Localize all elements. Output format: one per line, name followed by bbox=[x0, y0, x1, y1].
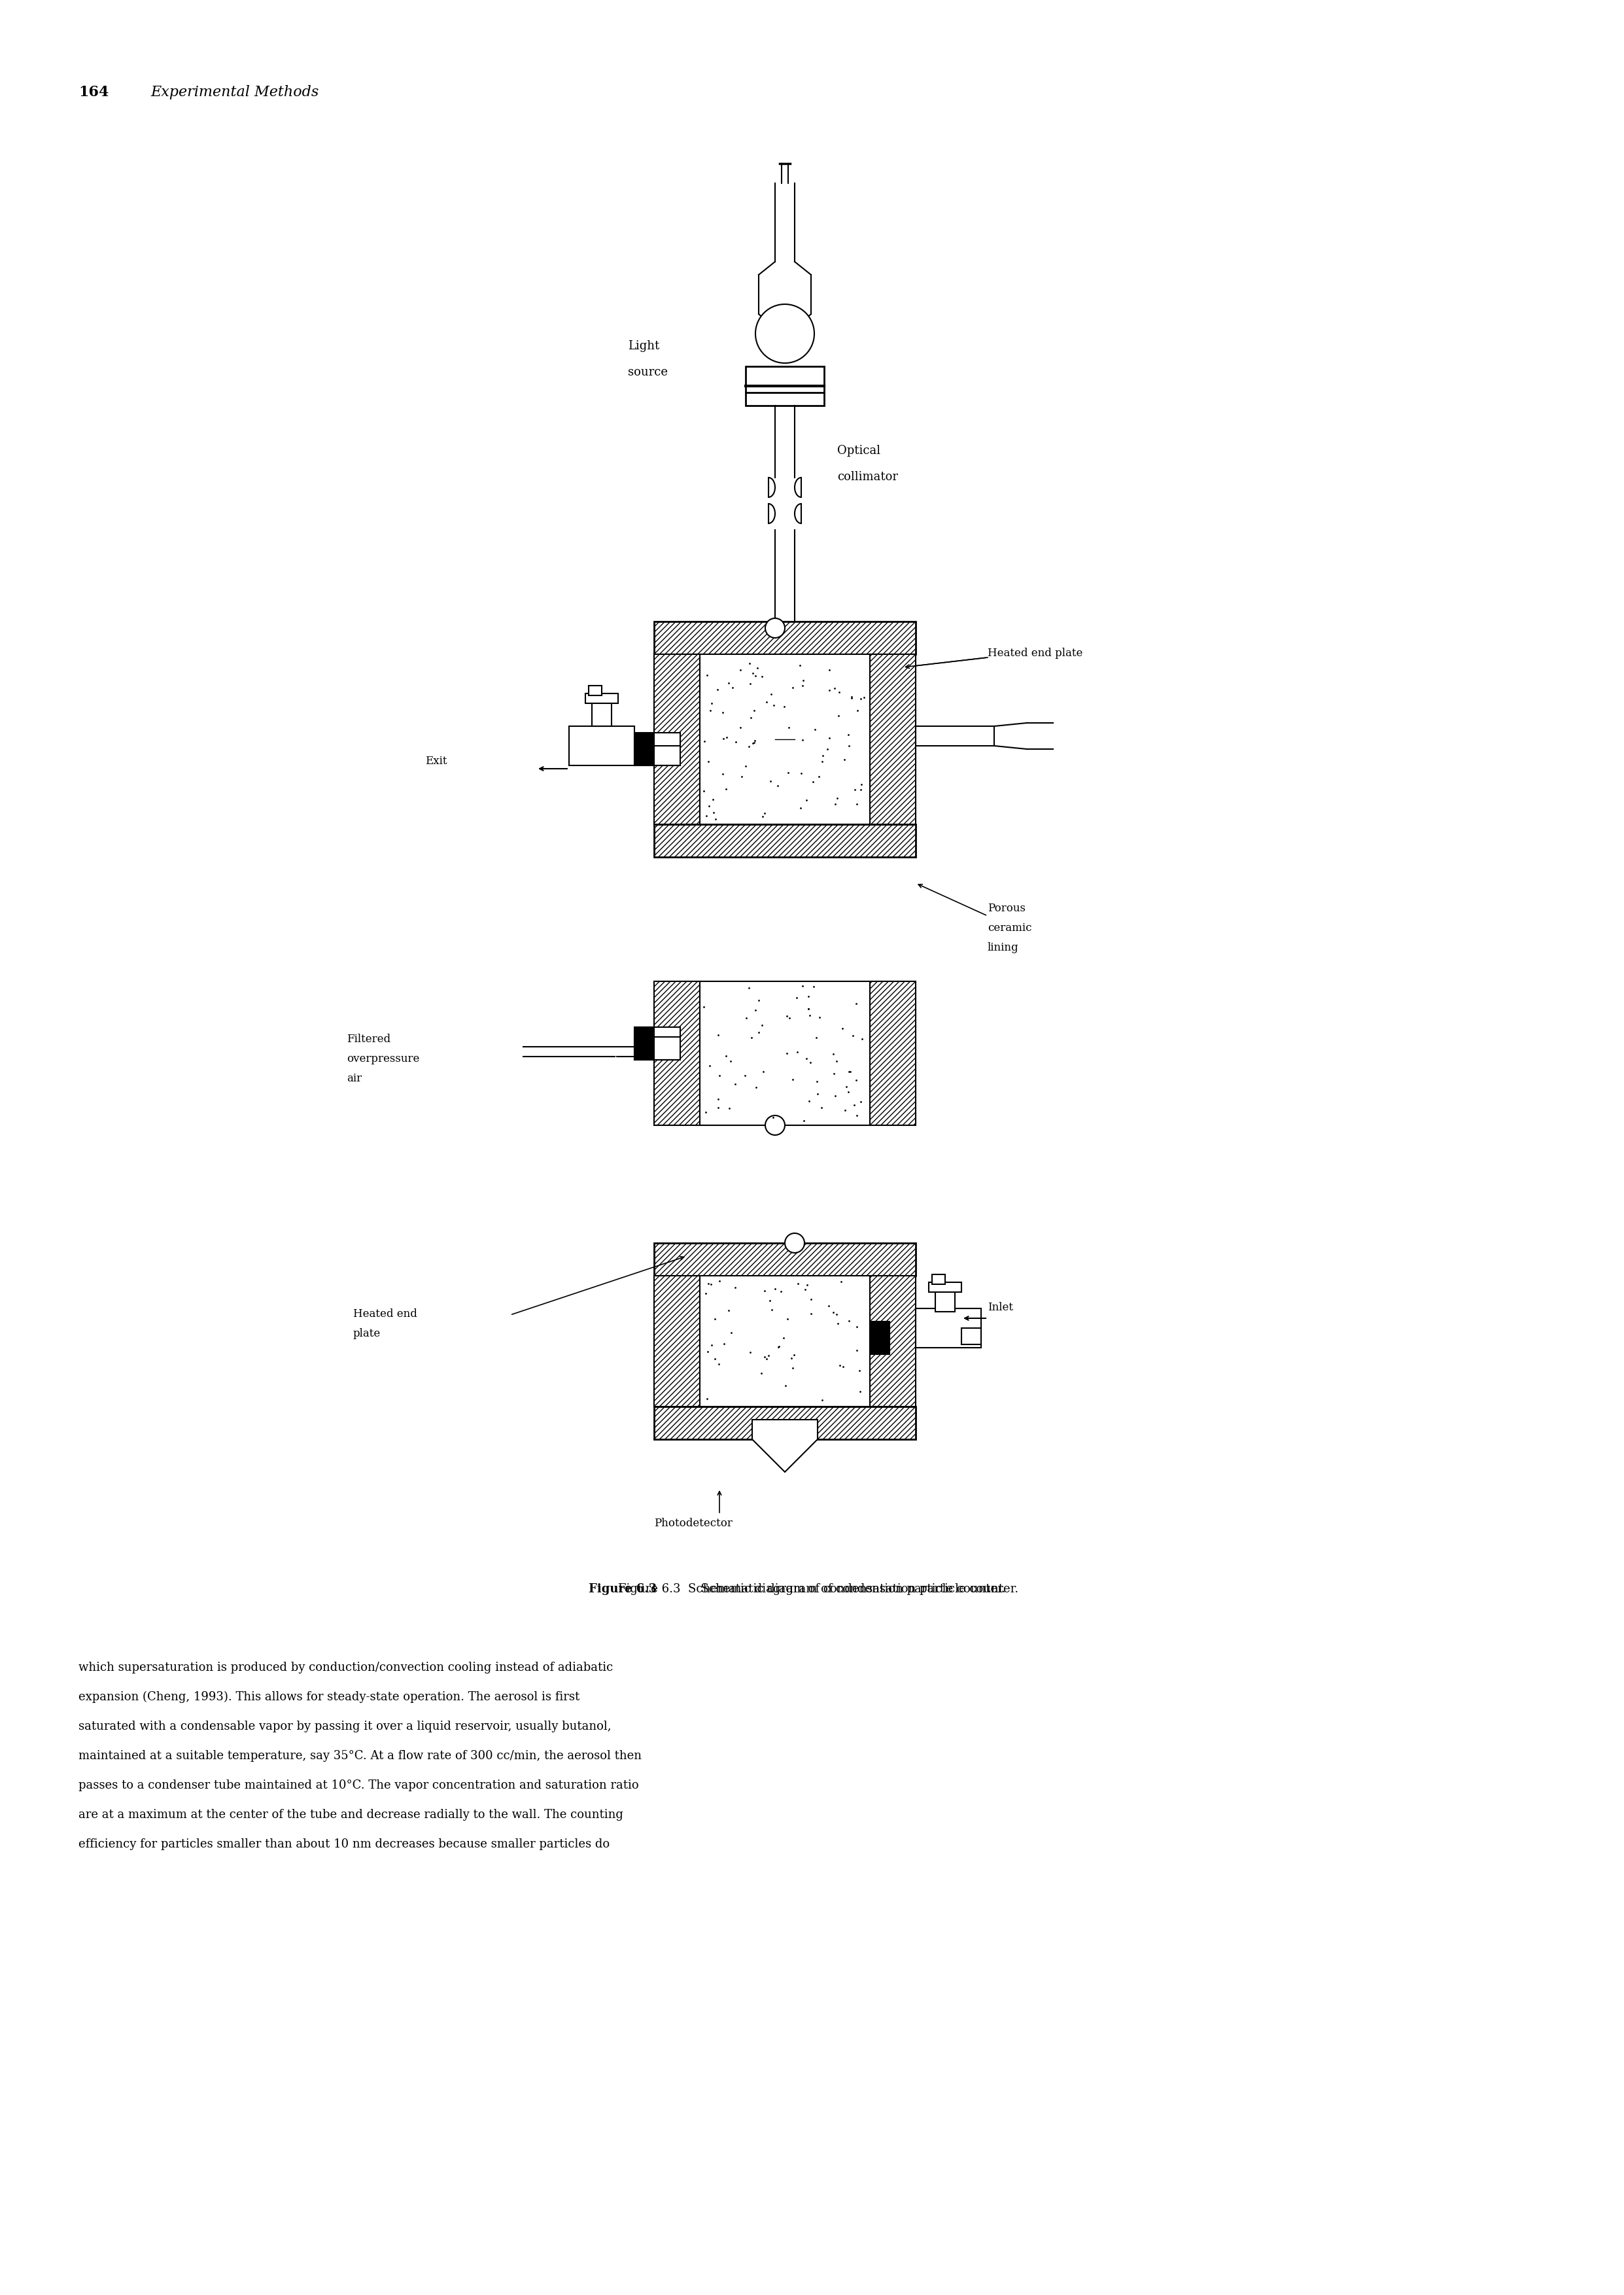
Bar bbox=[870, 654, 916, 824]
Bar bbox=[654, 654, 700, 824]
Bar bbox=[700, 982, 870, 1125]
Text: which supersaturation is produced by conduction/convection cooling instead of ad: which supersaturation is produced by con… bbox=[78, 1662, 612, 1673]
Polygon shape bbox=[752, 1421, 817, 1471]
Text: Photodetector: Photodetector bbox=[654, 1517, 732, 1528]
Circle shape bbox=[755, 305, 814, 363]
Text: maintained at a suitable temperature, say 35°C. At a flow rate of 300 cc/min, th: maintained at a suitable temperature, sa… bbox=[78, 1751, 641, 1763]
Bar bbox=[700, 1276, 870, 1407]
Text: Porous: Porous bbox=[987, 902, 1025, 913]
Text: Figure 6.3: Figure 6.3 bbox=[588, 1584, 656, 1595]
Bar bbox=[568, 725, 635, 767]
Bar bbox=[929, 1283, 961, 1292]
Text: expansion (Cheng, 1993). This allows for steady-state operation. The aerosol is : expansion (Cheng, 1993). This allows for… bbox=[78, 1691, 580, 1703]
Bar bbox=[935, 1290, 955, 1313]
Bar bbox=[870, 1322, 890, 1354]
Text: overpressure: overpressure bbox=[346, 1053, 419, 1065]
Text: Heated end: Heated end bbox=[352, 1308, 417, 1320]
Bar bbox=[916, 1308, 981, 1347]
Text: Filtered: Filtered bbox=[346, 1033, 390, 1044]
Circle shape bbox=[784, 1232, 804, 1253]
Bar bbox=[585, 693, 619, 702]
Bar bbox=[635, 732, 654, 767]
Text: source: source bbox=[628, 367, 667, 379]
Bar bbox=[654, 622, 916, 654]
Bar bbox=[591, 700, 612, 725]
Text: Optical: Optical bbox=[838, 445, 880, 457]
Text: plate: plate bbox=[352, 1329, 380, 1340]
Text: Figure 6.3  Schematic diagram of condensation particle counter.: Figure 6.3 Schematic diagram of condensa… bbox=[617, 1584, 1005, 1595]
Bar bbox=[932, 1274, 945, 1285]
Text: Schematic diagram of condensation particle counter.: Schematic diagram of condensation partic… bbox=[693, 1584, 1018, 1595]
Bar bbox=[745, 367, 823, 406]
Circle shape bbox=[765, 1115, 784, 1136]
Text: Exit: Exit bbox=[425, 755, 447, 767]
Text: collimator: collimator bbox=[838, 470, 898, 482]
Text: air: air bbox=[346, 1074, 362, 1083]
Text: ceramic: ceramic bbox=[987, 923, 1031, 934]
Text: Heated end plate: Heated end plate bbox=[987, 647, 1083, 659]
Text: efficiency for particles smaller than about 10 nm decreases because smaller part: efficiency for particles smaller than ab… bbox=[78, 1838, 609, 1850]
Text: Inlet: Inlet bbox=[987, 1301, 1013, 1313]
Text: 164: 164 bbox=[78, 85, 109, 99]
Bar bbox=[654, 1244, 916, 1276]
Circle shape bbox=[765, 617, 784, 638]
Bar bbox=[916, 725, 994, 746]
Text: Experimental Methods: Experimental Methods bbox=[151, 85, 318, 99]
Bar bbox=[588, 686, 603, 695]
Bar bbox=[654, 824, 916, 856]
Text: saturated with a condensable vapor by passing it over a liquid reservoir, usuall: saturated with a condensable vapor by pa… bbox=[78, 1721, 611, 1733]
Bar bbox=[870, 1276, 916, 1407]
Bar bbox=[700, 654, 870, 824]
Bar bbox=[654, 982, 700, 1125]
Bar bbox=[635, 1028, 654, 1060]
Bar bbox=[870, 982, 916, 1125]
Bar bbox=[654, 1276, 700, 1407]
Text: passes to a condenser tube maintained at 10°C. The vapor concentration and satur: passes to a condenser tube maintained at… bbox=[78, 1779, 638, 1792]
Bar bbox=[654, 732, 680, 767]
Text: lining: lining bbox=[987, 941, 1018, 952]
Text: Light: Light bbox=[628, 340, 659, 351]
Bar bbox=[654, 1407, 916, 1439]
Text: are at a maximum at the center of the tube and decrease radially to the wall. Th: are at a maximum at the center of the tu… bbox=[78, 1808, 624, 1820]
Bar bbox=[654, 1028, 680, 1060]
